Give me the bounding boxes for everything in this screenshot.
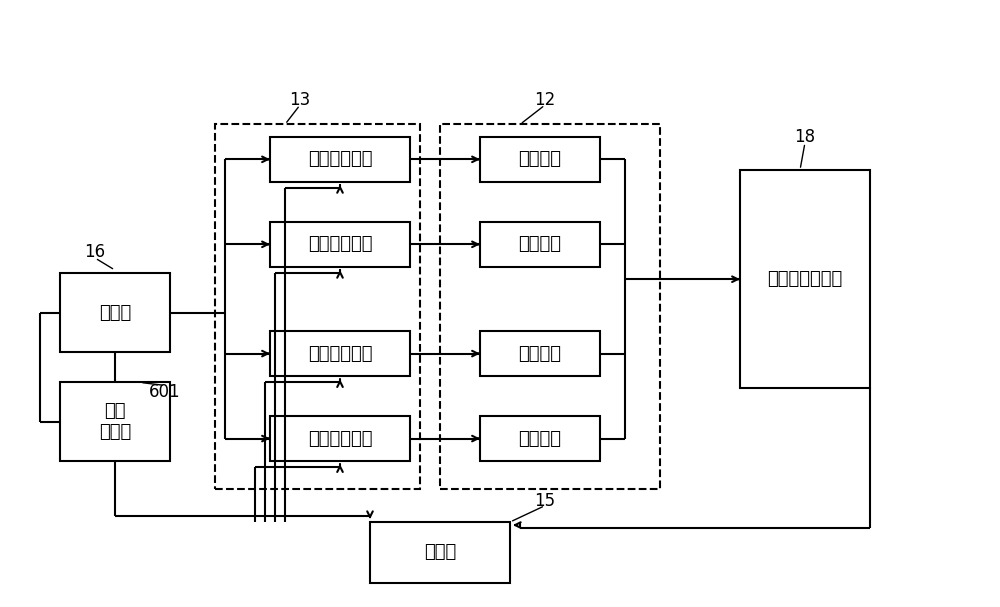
Text: 16: 16 <box>84 243 106 261</box>
FancyBboxPatch shape <box>740 170 870 388</box>
Text: 第一履带: 第一履带 <box>518 151 562 168</box>
Text: 第三液压马达: 第三液压马达 <box>308 345 372 362</box>
Text: 12: 12 <box>534 91 556 109</box>
Text: 13: 13 <box>289 91 311 109</box>
Text: 第四履带: 第四履带 <box>518 430 562 447</box>
FancyBboxPatch shape <box>60 382 170 461</box>
Text: 15: 15 <box>534 492 556 510</box>
FancyBboxPatch shape <box>60 273 170 352</box>
FancyBboxPatch shape <box>270 222 410 267</box>
FancyBboxPatch shape <box>370 522 510 583</box>
Text: 第一液压马达: 第一液压马达 <box>308 151 372 168</box>
Text: 滑转率测量装置: 滑转率测量装置 <box>767 270 843 288</box>
Text: 压力
传感器: 压力 传感器 <box>99 402 131 441</box>
Text: 18: 18 <box>794 127 816 146</box>
FancyBboxPatch shape <box>270 137 410 182</box>
FancyBboxPatch shape <box>480 416 600 461</box>
Text: 第二履带: 第二履带 <box>518 236 562 253</box>
Text: 控制器: 控制器 <box>424 543 456 561</box>
Text: 第三履带: 第三履带 <box>518 345 562 362</box>
Text: 第四液压马达: 第四液压马达 <box>308 430 372 447</box>
FancyBboxPatch shape <box>270 416 410 461</box>
Text: 液压泵: 液压泵 <box>99 304 131 322</box>
FancyBboxPatch shape <box>480 222 600 267</box>
FancyBboxPatch shape <box>270 331 410 376</box>
FancyBboxPatch shape <box>480 331 600 376</box>
Text: 601: 601 <box>149 382 181 401</box>
FancyBboxPatch shape <box>480 137 600 182</box>
Text: 第二液压马达: 第二液压马达 <box>308 236 372 253</box>
